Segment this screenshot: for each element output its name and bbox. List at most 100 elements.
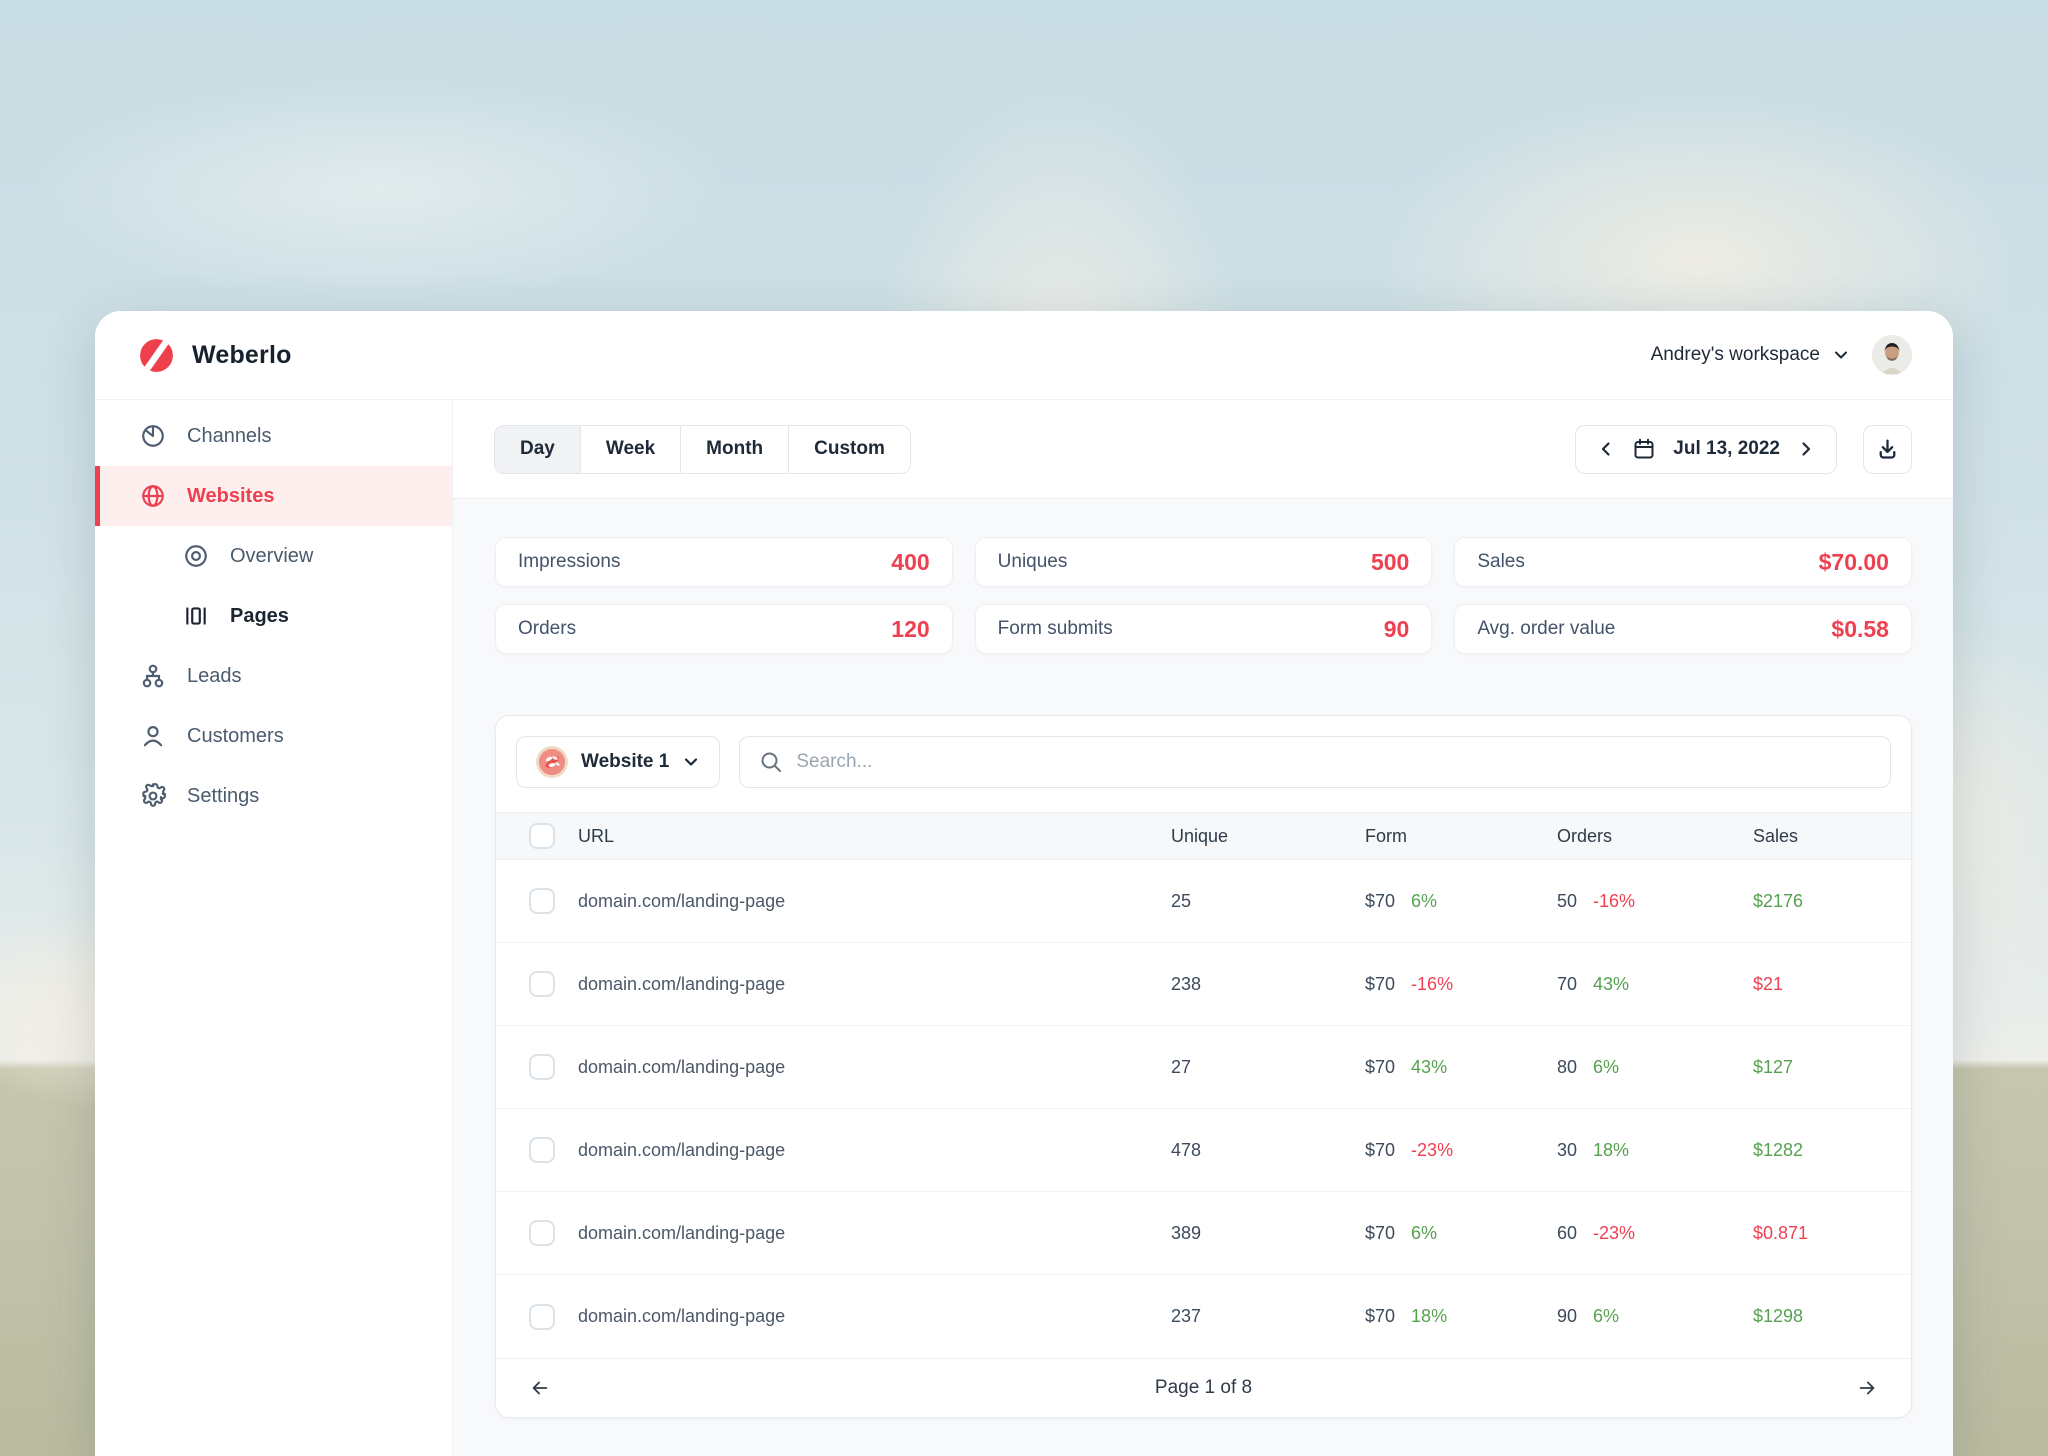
unique-cell: 27: [1171, 1056, 1192, 1077]
main-area: Day Week Month Custom: [452, 400, 1953, 1456]
orders-delta: 43%: [1593, 973, 1630, 994]
sidebar-item-channels[interactable]: Channels: [95, 406, 452, 466]
orders-cell: 50 -16%: [1557, 890, 1636, 911]
sales-cell: $127: [1753, 1056, 1794, 1077]
brand: Weberlo: [136, 335, 292, 376]
stat-label: Form submits: [997, 618, 1113, 639]
website-name: Website 1: [581, 751, 670, 772]
url-cell: domain.com/landing-page: [578, 1306, 786, 1326]
unique-cell: 389: [1171, 1222, 1202, 1243]
tab-day[interactable]: Day: [495, 425, 581, 473]
form-delta: -23%: [1411, 1139, 1454, 1160]
stat-value: 90: [1383, 615, 1410, 642]
date-label: Jul 13, 2022: [1673, 438, 1780, 459]
orders-delta: 18%: [1593, 1139, 1630, 1160]
search-input[interactable]: [796, 751, 1871, 773]
user-avatar[interactable]: [1872, 335, 1912, 375]
sidebar-item-overview[interactable]: Overview: [95, 526, 452, 586]
sales-cell: $21: [1753, 973, 1784, 994]
unique-cell: 25: [1171, 890, 1192, 911]
weberlo-logo-icon: [136, 335, 177, 376]
column-header-orders[interactable]: Orders: [1557, 825, 1613, 846]
select-all-checkbox[interactable]: [529, 823, 555, 849]
stat-card-avg-order-value: Avg. order value $0.58: [1454, 604, 1912, 654]
orders-cell: 30 18%: [1557, 1139, 1630, 1160]
unique-cell: 237: [1171, 1306, 1202, 1326]
table-row[interactable]: domain.com/landing-page 478 $70 -23% 30 18…: [496, 1109, 1911, 1192]
date-picker[interactable]: Jul 13, 2022: [1575, 424, 1837, 474]
pie-chart-icon: [140, 423, 166, 449]
website-selector[interactable]: Website 1: [516, 736, 721, 788]
tab-week[interactable]: Week: [580, 425, 682, 473]
table-row[interactable]: domain.com/landing-page 25 $70 6% 50 -16% …: [496, 860, 1911, 943]
sidebar-item-websites[interactable]: Websites: [95, 466, 452, 526]
column-header-unique[interactable]: Unique: [1171, 825, 1229, 846]
sidebar-item-leads[interactable]: Leads: [95, 646, 452, 706]
form-delta: 6%: [1411, 890, 1438, 911]
stat-label: Orders: [518, 618, 577, 639]
row-checkbox[interactable]: [529, 1303, 555, 1330]
search-icon: [759, 750, 783, 774]
column-header-form[interactable]: Form: [1365, 825, 1407, 846]
next-page-arrow-icon[interactable]: [1856, 1377, 1878, 1399]
chevron-down-icon: [1832, 346, 1850, 364]
column-header-sales[interactable]: Sales: [1753, 825, 1799, 846]
stat-card-impressions: Impressions 400: [495, 537, 953, 587]
row-checkbox[interactable]: [529, 1137, 555, 1163]
row-checkbox[interactable]: [529, 1054, 555, 1080]
url-cell: domain.com/landing-page: [578, 973, 786, 994]
form-delta: 6%: [1411, 1222, 1438, 1243]
table-row[interactable]: domain.com/landing-page 238 $70 -16% 70 43…: [496, 943, 1911, 1026]
form-cell: $70 6%: [1365, 1222, 1438, 1243]
form-cell: $70 6%: [1365, 890, 1438, 911]
unique-cell: 238: [1171, 973, 1202, 994]
hierarchy-icon: [140, 663, 166, 689]
tab-custom[interactable]: Custom: [789, 425, 910, 473]
url-cell: domain.com/landing-page: [578, 1222, 786, 1243]
chevron-down-icon: [682, 753, 700, 771]
form-cell: $70 -23%: [1365, 1139, 1454, 1160]
row-checkbox[interactable]: [529, 1220, 555, 1246]
row-checkbox[interactable]: [529, 971, 555, 997]
stat-value: $0.58: [1831, 615, 1889, 642]
orders-cell: 60 -23%: [1557, 1222, 1636, 1243]
stat-card-sales: Sales $70.00: [1454, 537, 1912, 587]
chevron-left-icon[interactable]: [1597, 440, 1615, 458]
table-row[interactable]: domain.com/landing-page 237 $70 18% 90 6% …: [496, 1275, 1911, 1358]
table-row[interactable]: domain.com/landing-page 389 $70 6% 60 -23%…: [496, 1192, 1911, 1275]
row-checkbox[interactable]: [529, 888, 555, 914]
workspace-switcher[interactable]: Andrey's workspace: [1651, 344, 1850, 366]
content: Impressions 400 Uniques 500 Sales $70.00…: [453, 499, 1953, 1456]
date-range-tabs: Day Week Month Custom: [494, 424, 911, 474]
form-delta: 43%: [1411, 1056, 1448, 1077]
sidebar-item-label: Websites: [187, 484, 275, 507]
page-indicator: Page 1 of 8: [1154, 1377, 1253, 1398]
columns-icon: [183, 603, 209, 629]
sidebar-item-settings[interactable]: Settings: [95, 766, 452, 826]
brand-name: Weberlo: [192, 340, 292, 369]
download-button[interactable]: [1863, 424, 1912, 474]
search-field[interactable]: [739, 736, 1891, 788]
sidebar-item-customers[interactable]: Customers: [95, 706, 452, 766]
chevron-right-icon[interactable]: [1797, 440, 1815, 458]
form-delta: -16%: [1411, 973, 1454, 994]
table-header: URL Unique Form Orders Sales: [496, 812, 1911, 860]
app-window: Weberlo Andrey's workspace: [95, 311, 1953, 1456]
calendar-icon: [1632, 437, 1656, 461]
tab-month[interactable]: Month: [681, 425, 790, 473]
table-row[interactable]: domain.com/landing-page 27 $70 43% 80 6% $…: [496, 1026, 1911, 1109]
workspace-label: Andrey's workspace: [1650, 344, 1820, 365]
stat-card-orders: Orders 120: [495, 604, 953, 654]
orders-delta: -16%: [1593, 890, 1636, 911]
pages-table-card: Website 1: [495, 715, 1912, 1418]
stat-value: 500: [1370, 548, 1410, 575]
unique-cell: 478: [1171, 1139, 1202, 1160]
toolbar: Day Week Month Custom: [453, 400, 1953, 499]
sidebar-item-pages[interactable]: Pages: [95, 586, 452, 646]
sidebar-item-label: Pages: [230, 604, 289, 627]
sales-cell: $0.871: [1753, 1222, 1809, 1243]
orders-delta: -23%: [1593, 1222, 1636, 1243]
orders-delta: 6%: [1593, 1306, 1620, 1326]
column-header-url[interactable]: URL: [578, 825, 615, 846]
previous-page-arrow-icon[interactable]: [529, 1377, 551, 1399]
